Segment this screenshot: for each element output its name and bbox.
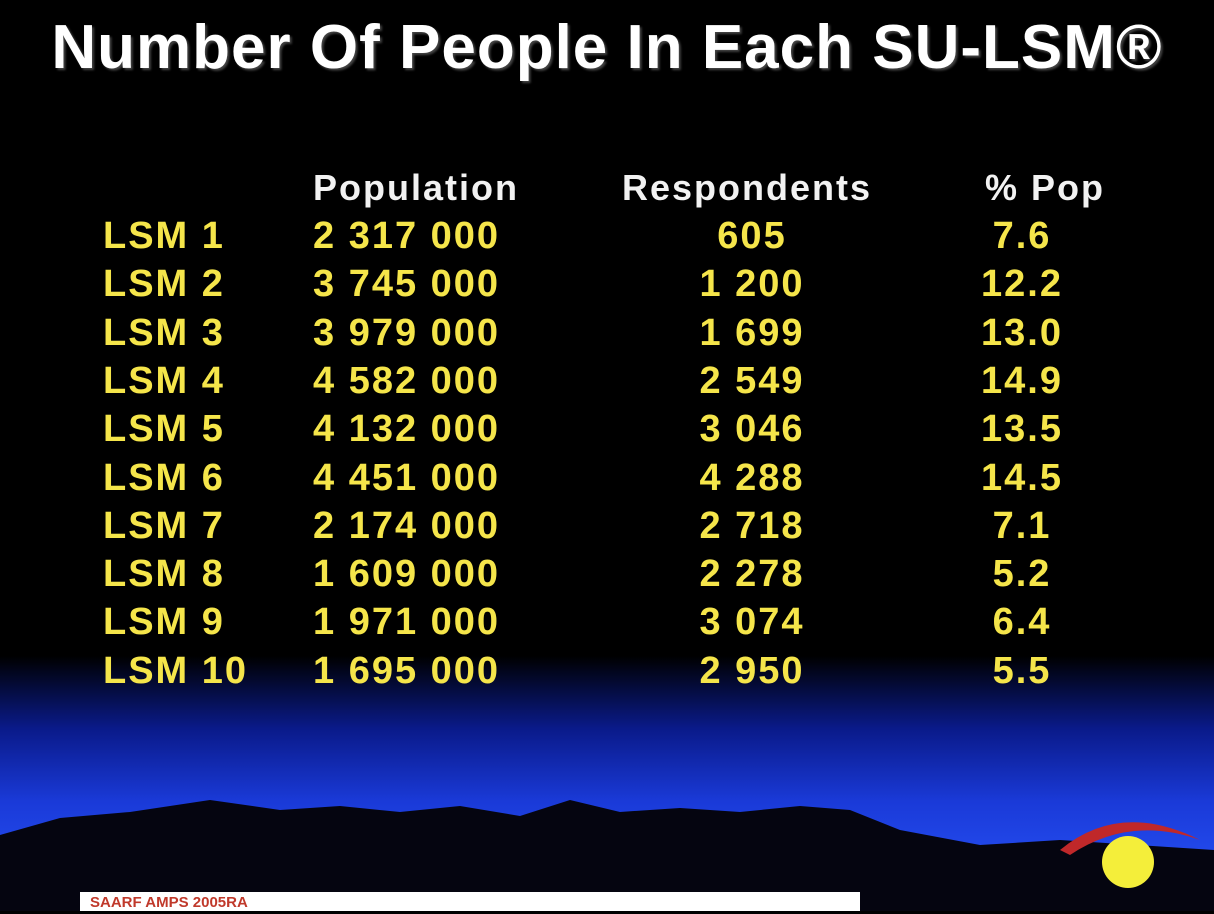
table-cell: 2 174 000 [313, 504, 501, 547]
row-label: LSM 10 [103, 649, 249, 692]
table-cell: 4 132 000 [313, 408, 501, 451]
table-cell: 1 200 [699, 263, 805, 306]
table-cell: 2 950 [699, 649, 805, 692]
table-cell: 3 074 [699, 601, 805, 644]
column-header: % Pop [984, 167, 1105, 208]
table-cell: 4 451 000 [313, 456, 501, 499]
table-cell: 13.0 [981, 311, 1063, 354]
row-label: LSM 8 [103, 553, 225, 596]
table-cell: 3 979 000 [313, 311, 501, 354]
table-cell: 2 278 [699, 553, 805, 596]
table-cell: 1 971 000 [313, 601, 501, 644]
mountains [0, 800, 1214, 911]
row-label: LSM 6 [103, 456, 225, 499]
row-label: LSM 9 [103, 601, 225, 644]
table-cell: 1 699 [699, 311, 805, 354]
row-label: LSM 5 [103, 408, 225, 451]
column-header: Respondents [621, 167, 873, 208]
table-cell: 605 [717, 215, 787, 257]
row-label: LSM 1 [103, 215, 225, 257]
table-cell: 4 288 [699, 456, 805, 499]
table-cell: 1 609 000 [313, 553, 501, 596]
arc [1060, 822, 1200, 855]
table-cell: 5.2 [992, 553, 1052, 596]
row-label: LSM 4 [103, 359, 225, 402]
table-cell: 7.1 [992, 504, 1052, 547]
table-cell: 2 549 [699, 359, 805, 402]
footer: SAARF AMPS 2005RA [80, 892, 860, 911]
table-cell: 7.6 [992, 215, 1052, 257]
table-cell: 6.4 [992, 601, 1052, 644]
row-label: LSM 2 [103, 263, 225, 306]
column-header: Population [313, 167, 519, 208]
row-label: LSM 7 [103, 504, 225, 547]
table-cell: 3 745 000 [313, 263, 501, 306]
table-cell: 14.5 [981, 456, 1063, 499]
table-cell: 4 582 000 [313, 359, 501, 402]
table-cell: 2 317 000 [313, 215, 501, 257]
sun [1102, 836, 1154, 888]
title: Number Of People In Each SU-LSM® [51, 13, 1163, 82]
table-cell: 14.9 [981, 359, 1063, 402]
table-cell: 1 695 000 [313, 649, 501, 692]
table-cell: 13.5 [981, 408, 1063, 451]
row-label: LSM 3 [103, 311, 225, 354]
table-cell: 5.5 [992, 649, 1052, 692]
table-cell: 12.2 [981, 263, 1063, 306]
table-cell: 3 046 [699, 408, 805, 451]
table-cell: 2 718 [699, 504, 805, 547]
